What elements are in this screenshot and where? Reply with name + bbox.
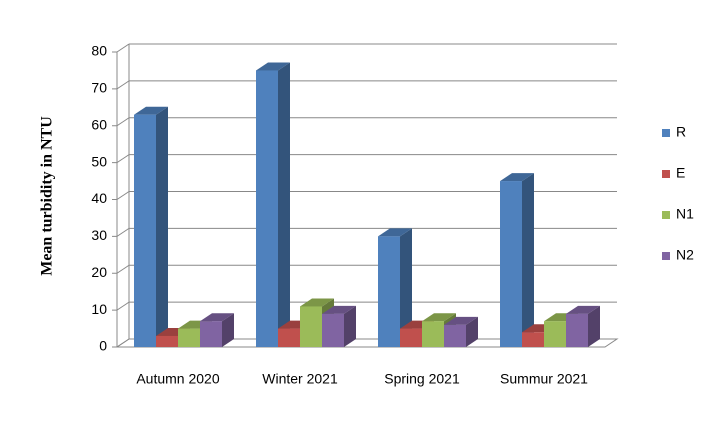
grid-diagonal [116, 264, 130, 274]
y-axis-label: Mean turbidity in NTU [39, 116, 56, 276]
bar [444, 324, 466, 347]
bar-side [278, 62, 290, 347]
grid-diagonal [116, 43, 130, 53]
bar [522, 332, 544, 347]
bar [134, 114, 156, 347]
bar-side [156, 106, 168, 347]
bar-top [322, 305, 356, 314]
legend-swatch [662, 211, 670, 219]
bar-side [588, 305, 600, 347]
bar [422, 321, 444, 347]
grid-diagonal [116, 227, 130, 237]
y-tick-label: 20 [91, 264, 107, 280]
bar [500, 181, 522, 347]
bar-side [466, 316, 478, 347]
bar-side [522, 173, 534, 347]
y-tick-label: 40 [91, 190, 107, 206]
bar-top [200, 313, 234, 322]
bar [300, 306, 322, 347]
grid-diagonal [116, 117, 130, 127]
bar-top [444, 316, 478, 325]
legend-swatch [662, 252, 670, 260]
x-tick-label: Winter 2021 [262, 371, 338, 387]
legend-label: E [676, 165, 685, 181]
legend-label: R [676, 124, 686, 140]
bar [256, 70, 278, 347]
grid-diagonal [116, 338, 130, 348]
bar-top [256, 62, 290, 71]
bar-top [134, 106, 168, 115]
bar [278, 328, 300, 347]
bar-side [222, 313, 234, 347]
bar [178, 328, 200, 347]
legend-swatch [662, 129, 670, 137]
bar [322, 313, 344, 347]
bar [544, 321, 566, 347]
y-tick-label: 0 [99, 338, 107, 354]
y-tick-label: 10 [91, 301, 107, 317]
bar-side [344, 305, 356, 347]
bar-top [566, 305, 600, 314]
bar-top [500, 173, 534, 182]
y-tick-label: 60 [91, 116, 107, 132]
bar [378, 236, 400, 347]
y-tick-label: 30 [91, 227, 107, 243]
x-tick-label: Spring 2021 [384, 371, 460, 387]
bar [566, 313, 588, 347]
legend-label: N2 [676, 247, 694, 263]
legend-label: N1 [676, 206, 694, 222]
bar [400, 328, 422, 347]
bar-top [300, 298, 334, 307]
y-tick-label: 70 [91, 80, 107, 96]
bar-top [422, 313, 456, 322]
bar [200, 321, 222, 347]
bar-top [378, 228, 412, 237]
y-tick-label: 50 [91, 153, 107, 169]
grid-diagonal [116, 154, 130, 164]
x-tick-label: Summur 2021 [500, 371, 588, 387]
bar-side [400, 228, 412, 347]
bar [156, 335, 178, 347]
grid-diagonal [116, 301, 130, 311]
grid-diagonal [116, 80, 130, 90]
y-tick-label: 80 [91, 43, 107, 59]
grid-diagonal [116, 191, 130, 200]
legend-swatch [662, 170, 670, 178]
x-tick-label: Autumn 2020 [136, 371, 219, 387]
